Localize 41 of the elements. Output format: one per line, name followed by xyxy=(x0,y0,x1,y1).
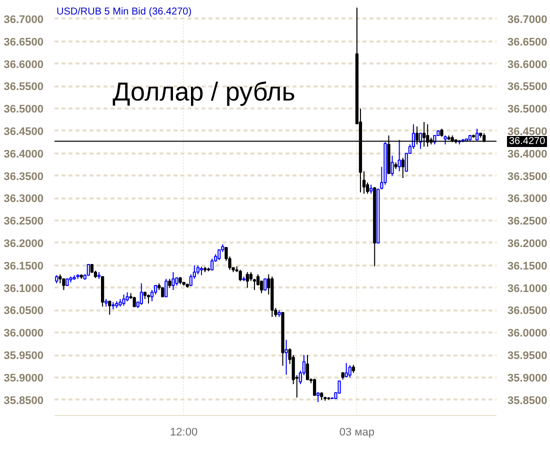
annotation: Доллар / рубль xyxy=(112,76,296,107)
y2-tick-label: 36.3000 xyxy=(508,193,548,206)
y-tick-label: 36.3500 xyxy=(4,170,44,183)
y2-tick-label: 36.3500 xyxy=(508,170,548,183)
y-tick-label: 36.1500 xyxy=(4,260,44,272)
y2-tick-label: 35.9500 xyxy=(508,350,548,362)
y-tick-label: 36.1000 xyxy=(4,282,44,295)
chart-title: USD/RUB 5 Min Bid (36.4270) xyxy=(56,6,192,18)
y-tick-label: 36.6000 xyxy=(4,58,44,71)
y2-tick-label: 36.0500 xyxy=(508,305,548,318)
y2-tick-label: 36.4000 xyxy=(508,148,548,160)
y-tick-label: 36.5000 xyxy=(4,104,44,116)
y-tick-label: 36.0000 xyxy=(4,328,44,340)
ref-line-label: 36.4270 xyxy=(509,136,546,148)
x-tick-label: 03 мар xyxy=(339,426,374,438)
y2-tick-label: 36.7000 xyxy=(508,14,548,26)
y2-tick-label: 36.6500 xyxy=(508,36,548,48)
y-tick-label: 36.4000 xyxy=(4,148,44,160)
y-tick-label: 35.9000 xyxy=(4,372,44,384)
y-tick-label: 36.5500 xyxy=(4,81,44,94)
y2-tick-label: 36.1000 xyxy=(508,282,548,295)
y-tick-label: 36.3000 xyxy=(4,193,44,206)
x-tick-label: 12:00 xyxy=(170,426,198,438)
y2-tick-label: 35.9000 xyxy=(508,372,548,384)
y-tick-label: 35.9500 xyxy=(4,350,44,362)
y-tick-label: 36.7000 xyxy=(4,14,44,26)
y2-tick-label: 36.5500 xyxy=(508,81,548,94)
y2-tick-label: 36.4500 xyxy=(508,126,548,138)
y-tick-label: 36.0500 xyxy=(4,305,44,318)
y-tick-label: 36.2000 xyxy=(4,238,44,250)
y2-tick-label: 36.0000 xyxy=(508,328,548,340)
y2-tick-label: 36.6000 xyxy=(508,58,548,71)
y2-tick-label: 36.1500 xyxy=(508,260,548,272)
y2-tick-label: 36.5000 xyxy=(508,104,548,116)
y2-tick-label: 36.2000 xyxy=(508,238,548,250)
y-tick-label: 36.6500 xyxy=(4,36,44,48)
y-tick-label: 36.4500 xyxy=(4,126,44,138)
y2-tick-label: 36.2500 xyxy=(508,216,548,228)
y2-tick-label: 35.8500 xyxy=(508,394,548,407)
y-tick-label: 35.8500 xyxy=(4,394,44,407)
y-tick-label: 36.2500 xyxy=(4,216,44,228)
